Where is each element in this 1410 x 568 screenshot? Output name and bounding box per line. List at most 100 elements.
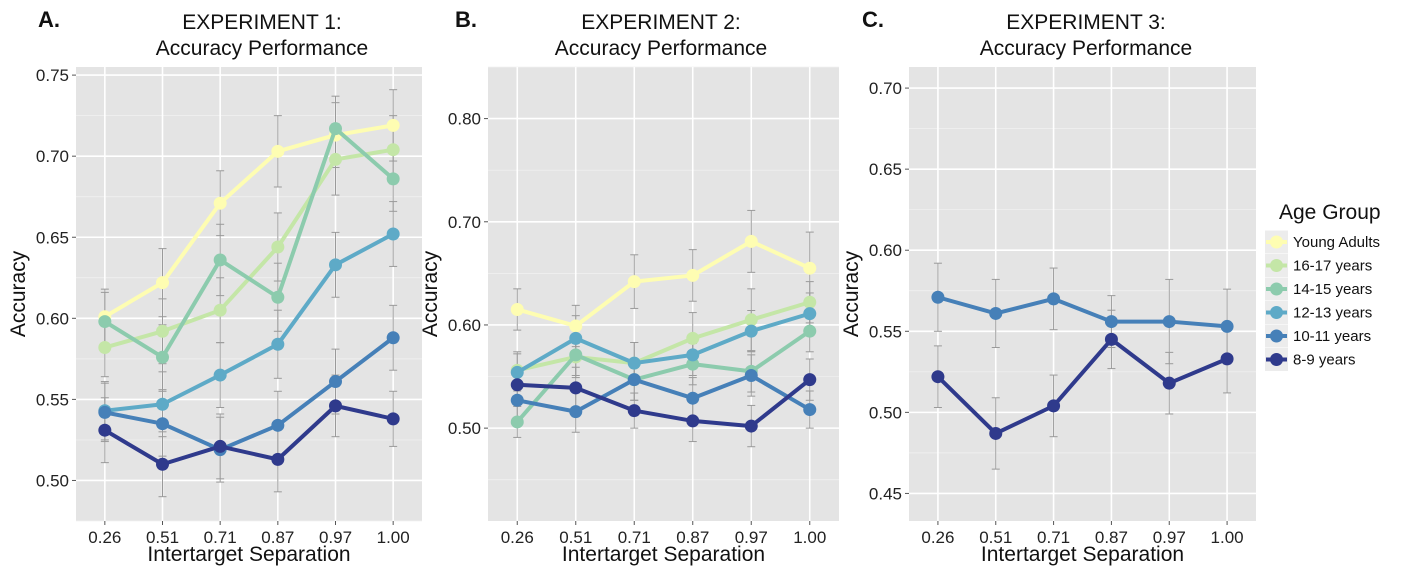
chart-title-line1: EXPERIMENT 1: xyxy=(182,11,342,34)
y-axis-label: Accuracy xyxy=(7,250,30,337)
panel-letter: A. xyxy=(38,7,60,32)
data-point xyxy=(1047,399,1061,413)
y-tick-label: 0.60 xyxy=(869,241,902,260)
data-point xyxy=(329,399,342,413)
data-point xyxy=(569,381,583,395)
data-point xyxy=(1162,376,1176,390)
x-tick-label: 0.97 xyxy=(1153,528,1186,547)
data-point xyxy=(213,196,227,210)
y-axis-label: Accuracy xyxy=(840,250,863,337)
data-point xyxy=(803,324,817,338)
data-point xyxy=(744,369,758,383)
legend-label: 16-17 years xyxy=(1293,258,1372,275)
y-tick-label: 0.60 xyxy=(36,309,69,328)
x-axis-label: Intertarget Separation xyxy=(562,543,765,566)
y-tick-label: 0.80 xyxy=(448,110,481,129)
legend-label: Young Adults xyxy=(1293,234,1380,251)
y-axis-label: Accuracy xyxy=(419,250,442,337)
data-point xyxy=(627,373,641,387)
data-point xyxy=(156,276,169,290)
data-point xyxy=(271,452,285,466)
data-point xyxy=(386,172,400,186)
legend-key-point xyxy=(1270,259,1283,272)
x-axis-label: Intertarget Separation xyxy=(147,543,350,566)
legend-label: 10-11 years xyxy=(1293,328,1371,345)
data-point xyxy=(1220,352,1234,366)
data-point xyxy=(803,307,817,321)
data-point xyxy=(510,302,524,316)
series-line xyxy=(516,239,811,328)
y-tick-label: 0.65 xyxy=(36,228,69,247)
x-tick-label: 0.51 xyxy=(559,528,592,547)
data-point xyxy=(98,423,112,437)
panel-letter: C. xyxy=(862,7,884,32)
data-point xyxy=(329,152,342,166)
y-tick-label: 0.50 xyxy=(869,403,902,422)
x-tick-label: 1.00 xyxy=(377,528,410,547)
data-point xyxy=(1220,319,1234,333)
data-point xyxy=(1104,332,1118,346)
series-line xyxy=(104,232,395,413)
data-point xyxy=(386,143,400,157)
data-point xyxy=(213,368,227,382)
y-tick-label: 0.75 xyxy=(36,66,69,85)
y-tick-label: 0.55 xyxy=(869,322,902,341)
data-point xyxy=(213,439,227,453)
data-point xyxy=(686,414,700,428)
series-line xyxy=(516,311,811,375)
x-tick-label: 0.51 xyxy=(146,528,179,547)
data-point xyxy=(213,253,227,267)
legend-title: Age Group xyxy=(1279,201,1381,224)
legend-key-point xyxy=(1270,306,1283,319)
data-point xyxy=(686,348,700,362)
x-tick-label: 0.87 xyxy=(261,528,294,547)
x-tick-label: 0.51 xyxy=(979,528,1012,547)
chart-title-line1: EXPERIMENT 3: xyxy=(1006,11,1166,34)
series-line xyxy=(103,126,395,360)
data-point xyxy=(1104,315,1118,329)
data-point xyxy=(744,324,758,338)
x-tick-label: 0.71 xyxy=(204,528,237,547)
data-point xyxy=(510,378,524,392)
legend-key-point xyxy=(1270,329,1283,343)
data-point xyxy=(510,365,524,379)
data-point xyxy=(98,405,112,419)
series-line xyxy=(516,300,811,373)
data-point xyxy=(98,341,112,355)
panel-1: A. EXPERIMENT 1: Accuracy Performance 0.50 0… xyxy=(7,7,422,566)
panel-2: B. EXPERIMENT 2: Accuracy Performance 0.50 0… xyxy=(419,7,839,566)
data-point xyxy=(271,418,285,432)
data-point xyxy=(271,290,285,304)
data-point xyxy=(569,348,583,362)
data-point xyxy=(803,373,817,387)
chart-title-line1: EXPERIMENT 2: xyxy=(581,11,741,34)
data-point xyxy=(744,313,758,327)
data-point xyxy=(329,375,342,389)
data-point xyxy=(686,268,700,282)
data-point xyxy=(271,144,285,158)
data-point xyxy=(803,295,817,309)
x-tick-label: 0.26 xyxy=(501,528,534,547)
series-line xyxy=(104,336,395,452)
data-point xyxy=(156,397,169,411)
series-line xyxy=(103,123,394,319)
chart-title-line2: Accuracy Performance xyxy=(980,37,1192,60)
y-tick-label: 0.60 xyxy=(448,316,481,335)
x-tick-label: 0.26 xyxy=(88,528,121,547)
x-axis-label: Intertarget Separation xyxy=(981,543,1184,566)
data-point xyxy=(627,404,641,418)
data-point xyxy=(156,457,169,471)
data-point xyxy=(569,405,583,419)
x-tick-label: 0.71 xyxy=(1037,528,1070,547)
x-tick-label: 0.87 xyxy=(1095,528,1128,547)
y-tick-label: 0.50 xyxy=(36,471,69,490)
data-point xyxy=(1162,315,1176,329)
chart-title-line2: Accuracy Performance xyxy=(156,37,368,60)
data-point xyxy=(803,261,817,275)
data-point xyxy=(627,275,641,289)
data-point xyxy=(386,331,400,345)
data-point xyxy=(156,350,169,364)
data-point xyxy=(271,337,285,351)
legend: Age Group Young Adults 16-17 years 14-15 ye… xyxy=(1265,201,1381,371)
data-point xyxy=(213,303,227,317)
